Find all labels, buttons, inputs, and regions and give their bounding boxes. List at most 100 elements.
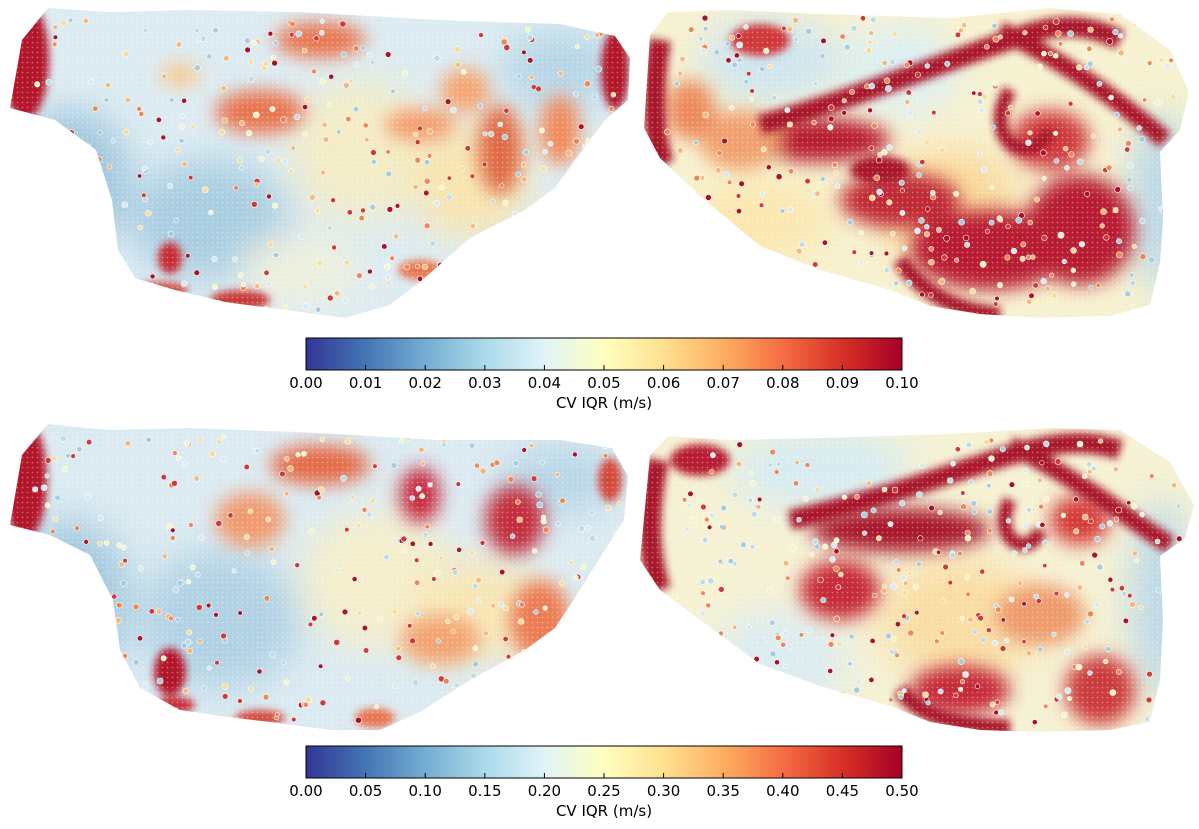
measurement-point	[1131, 243, 1137, 249]
measurement-point	[1076, 440, 1084, 448]
measurement-point	[1138, 604, 1144, 611]
measurement-point	[588, 303, 596, 311]
measurement-point	[105, 82, 111, 88]
measurement-point	[488, 130, 495, 138]
measurement-point	[1139, 511, 1145, 518]
measurement-point	[502, 636, 509, 643]
row-2-right-map	[640, 428, 1194, 732]
measurement-point	[1040, 278, 1047, 285]
measurement-point	[888, 697, 894, 703]
measurement-point	[443, 677, 450, 685]
measurement-point	[132, 658, 140, 666]
measurement-point	[156, 677, 164, 685]
measurement-point	[450, 628, 456, 635]
measurement-point	[939, 630, 945, 636]
measurement-point	[1086, 45, 1093, 52]
measurement-point	[70, 453, 76, 459]
measurement-point	[416, 275, 423, 282]
measurement-point	[900, 575, 907, 582]
measurement-point	[96, 156, 103, 163]
measurement-point	[540, 165, 547, 173]
measurement-point	[747, 685, 754, 692]
measurement-point	[355, 522, 362, 529]
measurement-point	[160, 134, 167, 141]
measurement-point	[1105, 164, 1113, 171]
measurement-point	[175, 147, 181, 153]
measurement-point	[301, 451, 307, 457]
measurement-point	[589, 696, 597, 704]
measurement-point	[283, 679, 290, 686]
measurement-point	[97, 540, 103, 547]
measurement-point	[735, 679, 743, 686]
measurement-point	[684, 219, 690, 225]
measurement-point	[168, 615, 174, 622]
measurement-point	[197, 638, 203, 644]
measurement-point	[1070, 281, 1077, 287]
measurement-point	[147, 139, 153, 145]
measurement-point	[805, 682, 813, 690]
measurement-point	[370, 149, 377, 156]
measurement-point	[1164, 16, 1171, 23]
measurement-point	[120, 579, 127, 587]
measurement-point	[383, 553, 390, 561]
measurement-point	[1096, 81, 1103, 87]
measurement-point	[512, 460, 519, 467]
measurement-point	[193, 64, 201, 72]
measurement-point	[435, 275, 443, 283]
measurement-point	[74, 153, 82, 160]
measurement-point	[58, 209, 65, 216]
measurement-point	[686, 663, 692, 669]
measurement-point	[1117, 33, 1124, 39]
measurement-point	[971, 90, 977, 96]
measurement-point	[262, 305, 269, 312]
measurement-point	[1005, 223, 1011, 230]
measurement-point	[876, 188, 883, 196]
measurement-point	[1171, 482, 1178, 489]
measurement-point	[44, 457, 52, 464]
measurement-point	[197, 436, 203, 443]
measurement-point	[943, 235, 950, 242]
measurement-point	[490, 198, 496, 204]
measurement-point	[414, 557, 420, 563]
measurement-point	[385, 280, 391, 286]
measurement-point	[243, 533, 250, 540]
measurement-point	[1102, 658, 1109, 665]
measurement-point	[860, 511, 868, 519]
measurement-point	[812, 538, 819, 545]
measurement-point	[429, 663, 436, 670]
measurement-point	[769, 619, 776, 626]
measurement-point	[464, 145, 471, 152]
measurement-point	[444, 718, 452, 726]
measurement-point	[539, 459, 545, 466]
measurement-point	[738, 180, 745, 187]
measurement-point	[272, 202, 279, 209]
measurement-point	[883, 77, 891, 84]
measurement-point	[542, 526, 550, 534]
measurement-point	[719, 524, 725, 530]
measurement-point	[999, 446, 1006, 453]
measurement-point	[898, 694, 904, 700]
measurement-point	[888, 649, 895, 655]
measurement-point	[819, 176, 826, 182]
measurement-point	[822, 305, 828, 311]
measurement-point	[472, 274, 478, 281]
measurement-point	[53, 592, 60, 599]
measurement-point	[254, 448, 260, 454]
measurement-point	[901, 245, 908, 251]
measurement-point	[880, 587, 887, 595]
measurement-point	[831, 161, 838, 168]
measurement-point	[717, 558, 723, 565]
measurement-point	[991, 22, 998, 29]
measurement-point	[450, 106, 457, 114]
measurement-point	[215, 520, 223, 527]
measurement-point	[1164, 62, 1171, 69]
measurement-point	[716, 150, 723, 157]
measurement-point	[994, 295, 1000, 302]
measurement-point	[172, 709, 179, 716]
measurement-point	[361, 506, 368, 513]
measurement-point	[256, 668, 263, 675]
measurement-point	[1067, 30, 1074, 37]
measurement-point	[498, 601, 505, 608]
measurement-point	[369, 203, 377, 211]
measurement-point	[148, 608, 155, 615]
